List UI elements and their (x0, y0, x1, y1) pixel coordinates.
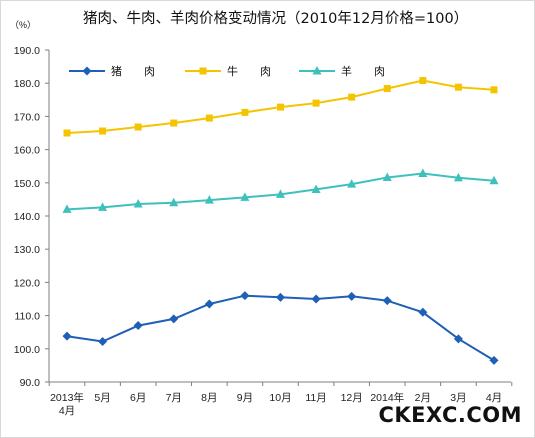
data-point (199, 67, 207, 75)
legend-item-3: 羊 肉 (299, 64, 385, 78)
legend-label: 羊 肉 (341, 64, 385, 78)
data-point (276, 292, 285, 302)
y-tick-label: 110.0 (15, 311, 41, 323)
data-point (204, 299, 214, 309)
x-tick-label: 6月 (130, 392, 146, 404)
x-tick-label: 5月 (94, 392, 110, 404)
data-point (62, 204, 72, 213)
data-point (312, 66, 322, 75)
y-tick-label: 170.0 (14, 111, 40, 123)
x-tick-label: 7月 (166, 392, 182, 404)
data-point (489, 355, 499, 365)
axes: 90.0 100.0 110.0 120.0 130.0 140.0 150.0 160.0 1… (14, 45, 513, 417)
data-point (205, 114, 213, 122)
x-tick-label: 4月 (486, 392, 502, 404)
x-tick-label: 11月 (305, 392, 326, 404)
data-point (311, 184, 321, 193)
series-2 (63, 77, 498, 137)
legend-label: 猪 肉 (111, 65, 155, 78)
data-point (134, 123, 142, 131)
x-tick-label: 10月 (269, 392, 291, 404)
data-point (204, 195, 214, 204)
data-point (169, 314, 179, 324)
data-point (98, 336, 108, 346)
y-tick-label: 130.0 (14, 244, 40, 256)
data-point (241, 108, 249, 116)
y-unit-label: （%） (10, 20, 36, 30)
data-point (62, 331, 72, 341)
data-point (489, 175, 499, 185)
data-point (63, 129, 71, 137)
data-point (490, 86, 498, 94)
data-point (348, 93, 356, 101)
data-point (382, 172, 392, 181)
data-point (133, 199, 143, 208)
y-tick-label: 160.0 (14, 145, 40, 157)
data-point (311, 294, 321, 304)
y-tick-label: 120.0 (14, 277, 40, 289)
data-point (453, 172, 463, 182)
data-point (383, 85, 391, 93)
legend-item-1: 猪 肉 (69, 65, 155, 78)
chart-title: 猪肉、牛肉、羊肉价格变动情况（2010年12月价格=100） (83, 10, 468, 27)
series-layer (62, 77, 499, 365)
data-point (240, 291, 250, 301)
data-point (133, 321, 143, 331)
data-point (99, 127, 107, 135)
x-tick-label: 2014年 (370, 391, 404, 404)
y-tick-label: 90.0 (20, 377, 41, 389)
series-line (66, 294, 495, 362)
data-point (418, 168, 428, 178)
data-point (240, 192, 250, 201)
x-tick-label: 12月 (341, 392, 363, 404)
data-point (382, 296, 392, 306)
data-point (169, 197, 179, 207)
x-tick-label: 8月 (201, 392, 217, 404)
data-point (347, 291, 357, 301)
data-point (454, 83, 462, 91)
data-point (453, 334, 463, 344)
y-tick-label: 150.0 (14, 178, 40, 190)
data-point (312, 99, 320, 107)
x-tick-label: 9月 (237, 392, 253, 404)
series-1 (62, 291, 499, 365)
legend-item-2: 牛 肉 (185, 64, 271, 78)
watermark-text: CKEXC.COM (378, 403, 522, 427)
legend-label: 牛 肉 (227, 64, 271, 78)
data-point (418, 307, 428, 317)
legend: 猪 肉牛 肉羊 肉 (69, 64, 385, 78)
data-point (170, 119, 178, 127)
x-tick-label: 2013年 4月 (50, 391, 84, 417)
data-point (82, 66, 92, 76)
data-point (347, 179, 357, 188)
data-point (276, 189, 285, 198)
series-3 (62, 168, 499, 213)
x-tick-label: 3月 (450, 392, 466, 404)
y-tick-label: 190.0 (14, 45, 40, 57)
data-point (98, 202, 108, 211)
y-tick-label: 140.0 (14, 211, 40, 223)
y-tick-label: 100.0 (14, 344, 40, 356)
data-point (419, 77, 427, 85)
data-point (277, 103, 284, 111)
y-tick-label: 180.0 (14, 78, 40, 90)
x-tick-label: 2月 (415, 392, 431, 404)
